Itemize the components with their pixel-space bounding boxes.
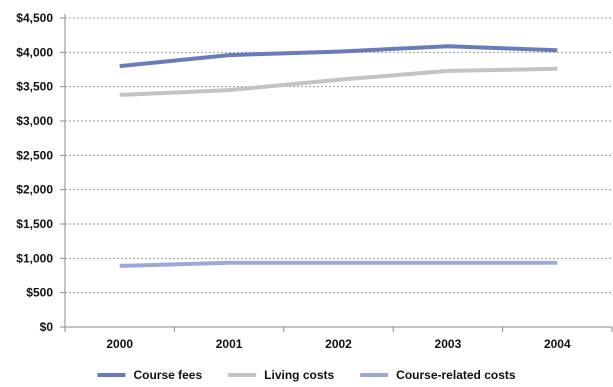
legend-label: Living costs bbox=[264, 368, 334, 382]
y-tick-label: $2,500 bbox=[16, 148, 53, 162]
legend-label: Course fees bbox=[133, 368, 202, 382]
series-line bbox=[119, 44, 558, 69]
x-tick-label: 2003 bbox=[435, 337, 462, 351]
y-tick-label: $4,500 bbox=[16, 11, 53, 25]
y-tick-label: $3,500 bbox=[16, 80, 53, 94]
y-tick-label: $1,000 bbox=[16, 251, 53, 265]
gridlines bbox=[65, 17, 612, 294]
y-tick-label: $2,000 bbox=[16, 183, 53, 197]
axes: $0 $500 $1,000 $1,500 $2,000 $2,500 $3,000 $3,5… bbox=[16, 11, 613, 351]
x-tick-label: 2000 bbox=[106, 337, 133, 351]
y-tick-label: $500 bbox=[26, 286, 53, 300]
series-line bbox=[119, 260, 558, 268]
x-tick-label: 2001 bbox=[216, 337, 243, 351]
x-tick-label: 2004 bbox=[544, 337, 571, 351]
series-line bbox=[119, 66, 558, 97]
series-lines bbox=[119, 44, 558, 268]
y-tick-label: $4,000 bbox=[16, 45, 53, 59]
y-tick-label: $0 bbox=[40, 320, 54, 334]
x-tick-label: 2002 bbox=[325, 337, 352, 351]
legend-label: Course-related costs bbox=[396, 368, 516, 382]
y-tick-label: $3,000 bbox=[16, 114, 53, 128]
legend: Course fees Living costs Course-related co… bbox=[97, 368, 516, 382]
y-tick-label: $1,500 bbox=[16, 217, 53, 231]
